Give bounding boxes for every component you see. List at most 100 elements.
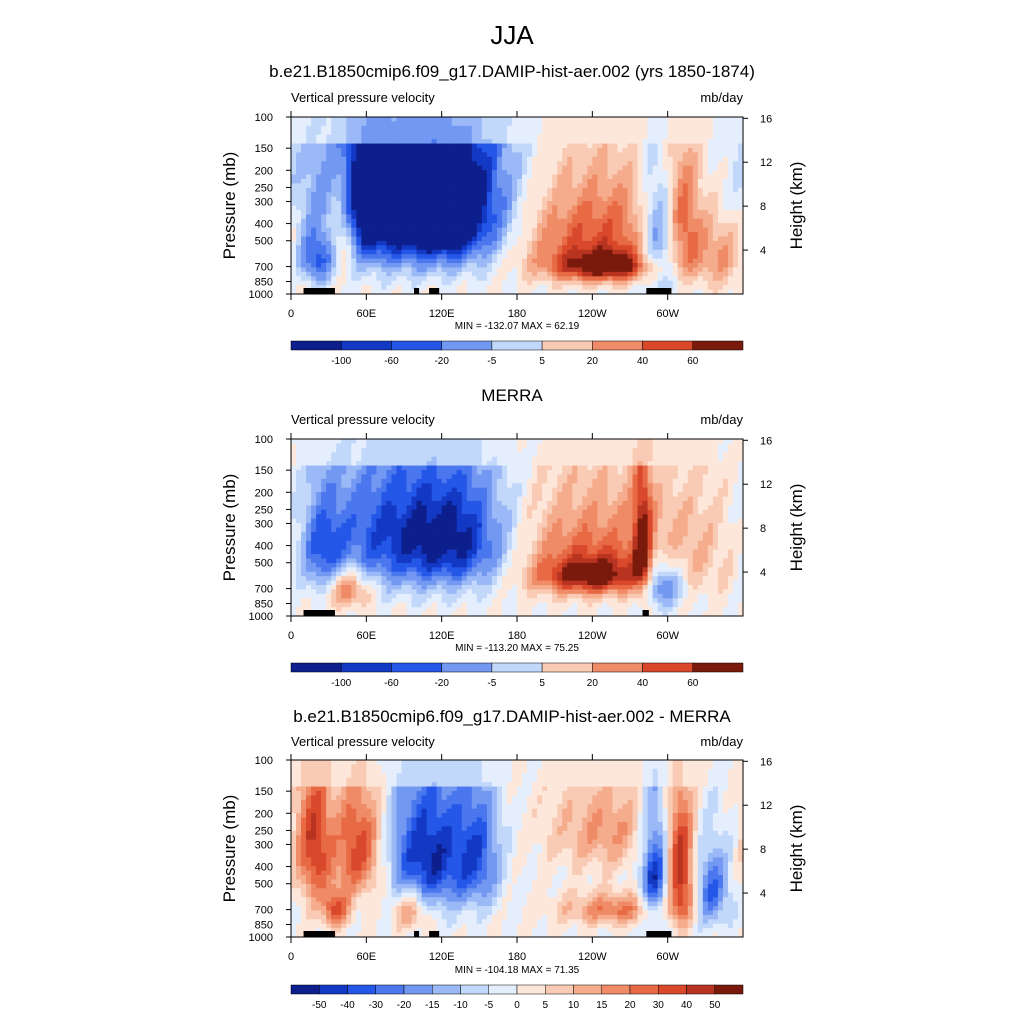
field-cell-p1-8-76 bbox=[672, 152, 679, 158]
field-cell-p1-16-31 bbox=[446, 187, 453, 193]
field-cell-p1-4-33 bbox=[456, 134, 463, 140]
field-cell-p2-0-59 bbox=[587, 439, 593, 445]
field-cell-p1-33-22 bbox=[401, 263, 408, 269]
field-cell-p1-6-86 bbox=[722, 143, 729, 149]
field-cell-p1-0-88 bbox=[732, 117, 739, 123]
field-cell-p1-30-78 bbox=[682, 249, 689, 255]
field-cell-p1-34-57 bbox=[577, 267, 583, 273]
field-cell-p2-12-47 bbox=[527, 492, 533, 498]
field-cell-p1-5-66 bbox=[622, 139, 629, 145]
field-cell-p2-10-52 bbox=[552, 483, 558, 489]
field-cell-p1-16-77 bbox=[677, 187, 684, 193]
field-cell-p1-11-24 bbox=[411, 165, 418, 171]
field-cell-p1-38-80 bbox=[692, 285, 699, 291]
field-cell-p1-4-65 bbox=[617, 134, 624, 140]
field-cell-p1-0-69 bbox=[637, 117, 644, 123]
field-cell-p1-28-41 bbox=[496, 240, 503, 246]
field-cell-p1-8-52 bbox=[552, 152, 558, 158]
field-cell-p1-35-51 bbox=[547, 271, 553, 277]
field-cell-p1-18-37 bbox=[476, 196, 483, 202]
field-cell-p1-9-33 bbox=[456, 156, 463, 162]
field-cell-p1-24-12 bbox=[351, 223, 357, 229]
field-cell-p1-15-71 bbox=[647, 183, 654, 189]
field-cell-p2-4-9 bbox=[336, 456, 342, 462]
field-cell-p1-3-68 bbox=[632, 130, 639, 136]
field-cell-p1-37-40 bbox=[491, 280, 498, 286]
field-cell-p2-3-34 bbox=[461, 452, 468, 458]
field-cell-p1-29-55 bbox=[567, 245, 573, 251]
field-cell-p1-27-22 bbox=[401, 236, 408, 242]
field-cell-p2-4-0 bbox=[291, 456, 297, 462]
field-cell-p1-13-33 bbox=[456, 174, 463, 180]
field-cell-p2-11-76 bbox=[672, 487, 679, 493]
field-cell-p2-6-26 bbox=[421, 465, 428, 471]
field-cell-p1-23-52 bbox=[552, 218, 558, 224]
field-cell-p1-36-83 bbox=[707, 276, 714, 282]
field-cell-p1-20-42 bbox=[501, 205, 508, 211]
field-cell-p1-17-10 bbox=[341, 192, 347, 198]
field-cell-p1-6-37 bbox=[476, 143, 483, 149]
field-cell-p2-12-76 bbox=[672, 492, 679, 498]
field-cell-p2-10-87 bbox=[727, 483, 734, 489]
field-cell-p1-15-53 bbox=[557, 183, 563, 189]
field-cell-p1-10-81 bbox=[697, 161, 704, 167]
field-cell-p1-32-41 bbox=[496, 258, 503, 264]
field-cell-p2-5-30 bbox=[441, 461, 448, 467]
field-cell-p1-33-53 bbox=[557, 263, 563, 269]
field-cell-p2-13-80 bbox=[692, 496, 699, 502]
field-cell-p1-17-12 bbox=[351, 192, 357, 198]
field-cell-p2-3-82 bbox=[702, 452, 709, 458]
field-cell-p1-3-35 bbox=[466, 130, 473, 136]
field-cell-p1-26-88 bbox=[732, 232, 739, 238]
field-cell-p1-39-17 bbox=[376, 289, 382, 295]
field-cell-p1-10-74 bbox=[662, 161, 669, 167]
field-cell-p2-11-47 bbox=[527, 487, 533, 493]
field-cell-p1-28-1 bbox=[296, 240, 302, 246]
field-cell-p1-1-27 bbox=[426, 121, 433, 127]
field-cell-p1-39-59 bbox=[587, 289, 593, 295]
colorbar-box-p1-2 bbox=[391, 340, 442, 351]
field-cell-p1-35-68 bbox=[632, 271, 639, 277]
field-cell-p2-0-23 bbox=[406, 439, 413, 445]
field-cell-p2-9-73 bbox=[657, 478, 664, 484]
field-cell-p1-27-50 bbox=[542, 236, 548, 242]
field-cell-p1-4-28 bbox=[431, 134, 438, 140]
field-cell-p2-4-78 bbox=[682, 456, 689, 462]
field-cell-p2-4-38 bbox=[481, 456, 488, 462]
field-cell-p2-11-66 bbox=[622, 487, 629, 493]
field-cell-p1-15-60 bbox=[592, 183, 598, 189]
field-cell-p1-6-49 bbox=[537, 143, 543, 149]
field-cell-p1-2-45 bbox=[517, 125, 523, 131]
field-cell-p1-24-71 bbox=[647, 223, 654, 229]
field-cell-p2-10-81 bbox=[697, 483, 704, 489]
field-cell-p1-26-37 bbox=[476, 232, 483, 238]
field-cell-p1-8-80 bbox=[692, 152, 699, 158]
field-cell-p1-27-17 bbox=[376, 236, 382, 242]
field-cell-p2-12-72 bbox=[652, 492, 659, 498]
field-cell-p1-5-4 bbox=[311, 139, 317, 145]
field-cell-p2-4-43 bbox=[506, 456, 513, 462]
field-cell-p2-0-72 bbox=[652, 439, 659, 445]
field-cell-p1-24-73 bbox=[657, 223, 664, 229]
field-cell-p1-19-28 bbox=[431, 201, 438, 207]
field-cell-p2-12-29 bbox=[436, 492, 443, 498]
field-cell-p2-11-34 bbox=[461, 487, 468, 493]
field-cell-p1-0-55 bbox=[567, 117, 573, 123]
field-cell-p1-3-40 bbox=[491, 130, 498, 136]
field-cell-p1-28-75 bbox=[667, 240, 674, 246]
field-cell-p1-4-8 bbox=[331, 134, 337, 140]
field-cell-p2-0-70 bbox=[642, 439, 649, 445]
field-cell-p1-15-62 bbox=[602, 183, 608, 189]
field-cell-p1-28-63 bbox=[607, 240, 614, 246]
field-cell-p2-12-17 bbox=[376, 492, 382, 498]
field-cell-p2-4-15 bbox=[366, 456, 372, 462]
field-cell-p2-10-30 bbox=[441, 483, 448, 489]
field-cell-p2-2-49 bbox=[537, 447, 543, 453]
field-cell-p2-11-70 bbox=[642, 487, 649, 493]
field-cell-p1-14-29 bbox=[436, 178, 443, 184]
field-cell-p1-15-4 bbox=[311, 183, 317, 189]
field-cell-p2-8-63 bbox=[607, 474, 614, 480]
field-cell-p1-8-59 bbox=[587, 152, 593, 158]
field-cell-p1-31-40 bbox=[491, 254, 498, 260]
field-cell-p2-0-20 bbox=[391, 439, 398, 445]
